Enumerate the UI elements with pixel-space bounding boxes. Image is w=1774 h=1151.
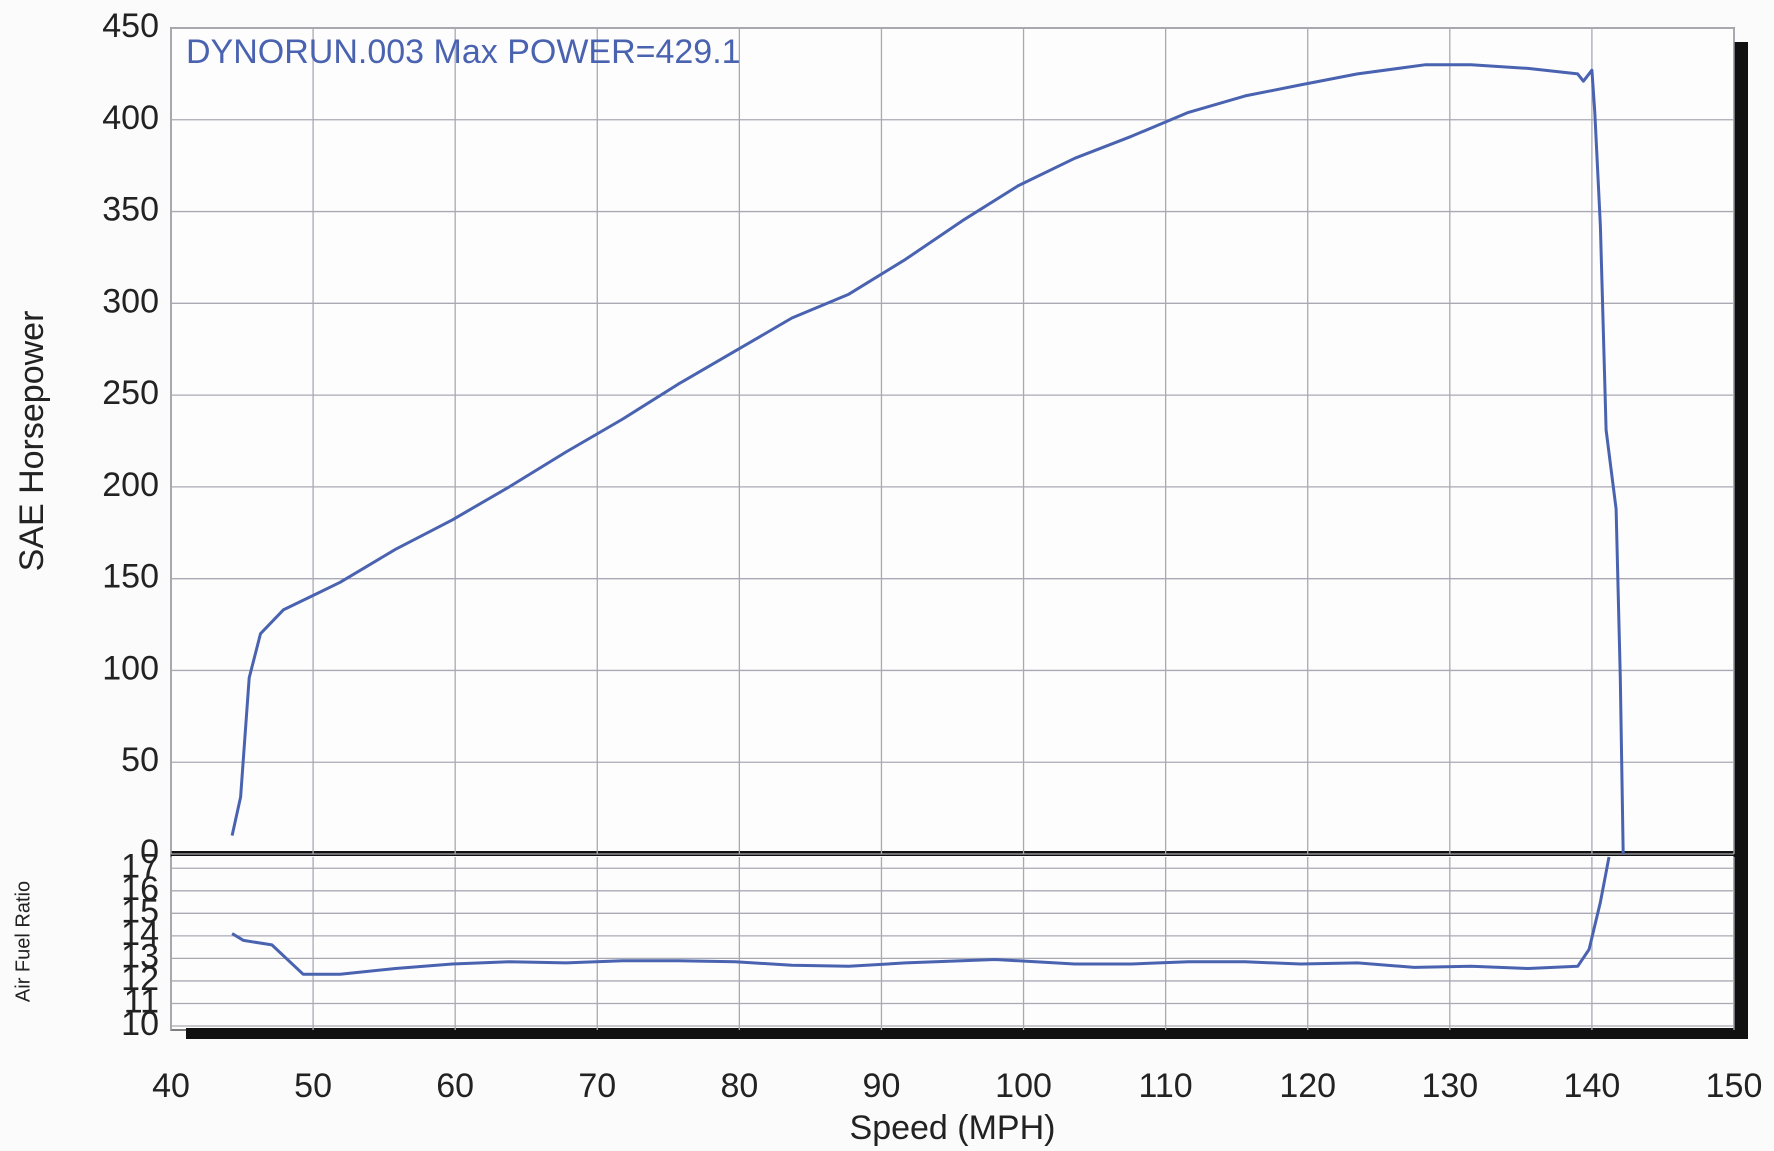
x-tick-label: 50 (294, 1067, 332, 1105)
data-line (231, 856, 1611, 976)
x-tick-label: 70 (578, 1067, 616, 1105)
y-axis-label: Air Fuel Ratio (12, 881, 34, 1002)
y-tick-label: 15 (121, 892, 159, 930)
y-tick-label: 0 (140, 833, 159, 871)
x-tick-label: 130 (1421, 1067, 1478, 1105)
frame-shadow (186, 1028, 1748, 1039)
x-tick-label: 150 (1706, 1067, 1763, 1105)
y-axis-label: SAE Horsepower (13, 311, 51, 572)
plot-frame (170, 27, 1735, 1031)
y-tick-label: 16 (121, 870, 159, 908)
x-tick-label: 120 (1279, 1067, 1336, 1105)
x-tick-label: 40 (152, 1067, 190, 1105)
y-tick-label: 400 (102, 99, 159, 137)
y-tick-label: 10 (121, 1005, 159, 1043)
y-tick-label: 250 (102, 374, 159, 412)
y-tick-label: 450 (102, 7, 159, 45)
x-tick-label: 140 (1564, 1067, 1621, 1105)
y-tick-label: 200 (102, 466, 159, 504)
annotation: DYNORUN.003 Max POWER=429.1 (186, 33, 741, 71)
y-tick-label: 14 (121, 915, 159, 953)
y-tick-label: 12 (121, 960, 159, 998)
y-tick-label: 17 (121, 847, 159, 885)
y-tick-label: 50 (121, 741, 159, 779)
x-tick-label: 60 (436, 1067, 474, 1105)
y-tick-label: 11 (124, 982, 159, 1020)
y-tick-label: 100 (102, 649, 159, 687)
data-line (230, 63, 1625, 855)
y-tick-label: 300 (102, 282, 159, 320)
x-tick-label: 100 (995, 1067, 1052, 1105)
y-tick-label: 350 (102, 191, 159, 229)
y-tick-label: 13 (121, 937, 159, 975)
x-tick-label: 90 (863, 1067, 901, 1105)
x-tick-label: 110 (1139, 1067, 1193, 1105)
x-axis-label: Speed (MPH) (850, 1109, 1056, 1147)
x-tick-label: 80 (720, 1067, 758, 1105)
frame-shadow (1734, 42, 1748, 1034)
y-tick-label: 150 (102, 558, 159, 596)
